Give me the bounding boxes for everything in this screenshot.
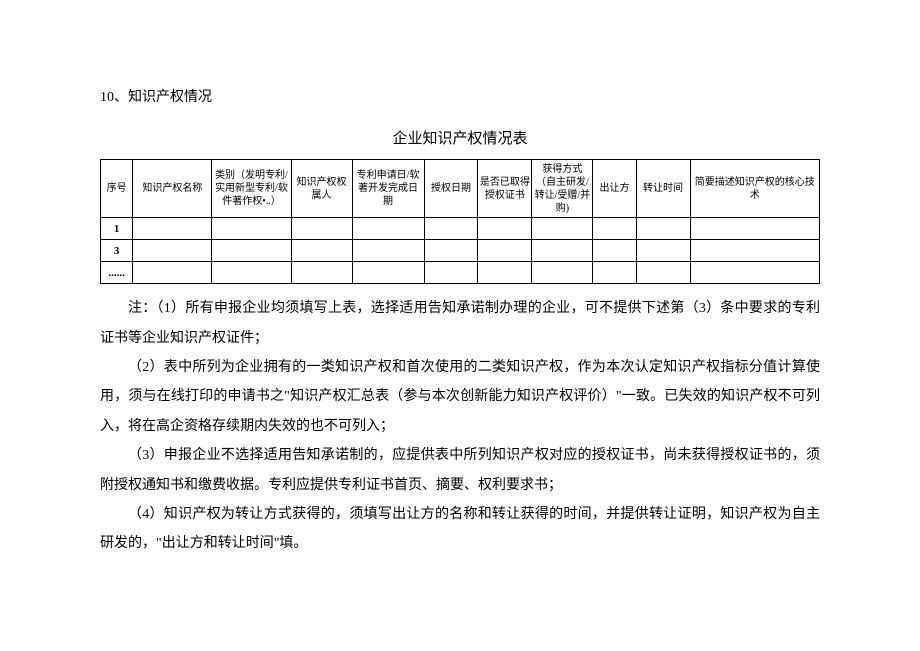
cell (352, 240, 424, 262)
header-authdate: 授权日期 (424, 160, 478, 218)
cell (532, 240, 593, 262)
cell (636, 240, 690, 262)
header-cert: 是否已取得授权证书 (478, 160, 532, 218)
cell (133, 218, 212, 240)
cell (478, 218, 532, 240)
table-row: 3 (101, 240, 820, 262)
cell (424, 218, 478, 240)
cell (133, 240, 212, 262)
header-transfertime: 转让时间 (636, 160, 690, 218)
header-row: 序号 知识产权名称 类别（发明专利/实用新型专利/软件著作权•..） 知识产权权… (101, 160, 820, 218)
header-date: 专利申请日/软著开发完成日期 (352, 160, 424, 218)
note-4: （4）知识产权为转让方式获得的，须填写出让方的名称和转让获得的时间，并提供转让证… (100, 500, 820, 559)
cell (478, 262, 532, 284)
cell (593, 218, 636, 240)
cell (212, 218, 291, 240)
cell (593, 240, 636, 262)
header-name: 知识产权名称 (133, 160, 212, 218)
header-seq: 序号 (101, 160, 133, 218)
cell (212, 240, 291, 262)
cell (636, 262, 690, 284)
header-desc: 简要描述知识产权的核心技术 (690, 160, 820, 218)
cell (212, 262, 291, 284)
note-3: （3）申报企业不选择适用告知承诺制的，应提供表中所列知识产权对应的授权证书，尚未… (100, 441, 820, 500)
header-type: 类别（发明专利/实用新型专利/软件著作权•..） (212, 160, 291, 218)
note-2: （2）表中所列为企业拥有的一类知识产权和首次使用的二类知识产权，作为本次认定知识… (100, 353, 820, 441)
cell (291, 218, 352, 240)
ip-table: 序号 知识产权名称 类别（发明专利/实用新型专利/软件著作权•..） 知识产权权… (100, 159, 820, 284)
cell (424, 262, 478, 284)
cell (690, 240, 820, 262)
section-title: 10、知识产权情况 (100, 85, 820, 110)
cell-seq: ...... (101, 262, 133, 284)
table-row: 1 (101, 218, 820, 240)
cell (352, 218, 424, 240)
cell (133, 262, 212, 284)
cell (593, 262, 636, 284)
table-title: 企业知识产权情况表 (100, 126, 820, 153)
cell (291, 262, 352, 284)
cell-seq: 1 (101, 218, 133, 240)
cell (478, 240, 532, 262)
cell (690, 218, 820, 240)
cell (352, 262, 424, 284)
header-method: 获得方式（自主研发/转让/受赠/并购) (532, 160, 593, 218)
note-1: 注：（1）所有申报企业均须填写上表，选择适用告知承诺制办理的企业，可不提供下述第… (100, 294, 820, 353)
header-transferor: 出让方 (593, 160, 636, 218)
cell (532, 218, 593, 240)
header-owner: 知识产权权属人 (291, 160, 352, 218)
cell (636, 218, 690, 240)
cell (532, 262, 593, 284)
table-row: ...... (101, 262, 820, 284)
cell (690, 262, 820, 284)
cell-seq: 3 (101, 240, 133, 262)
cell (424, 240, 478, 262)
cell (291, 240, 352, 262)
